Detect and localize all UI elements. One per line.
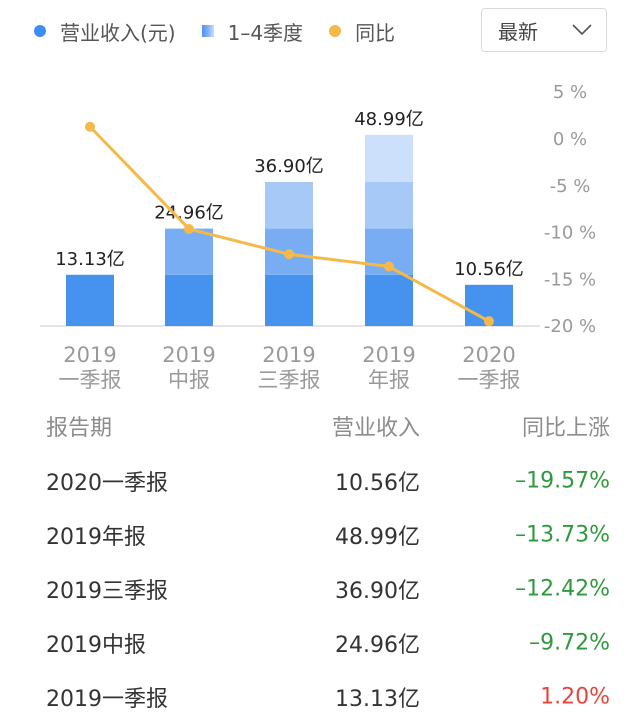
table-row[interactable]: 2019年报 48.99亿 –13.73% [0, 508, 640, 562]
header-period: 报告期 [46, 416, 113, 441]
chevron-down-icon [572, 24, 592, 36]
yoy-point [184, 223, 194, 234]
revenue-chart: 13.13亿 24.96亿 36.90亿 48.99亿 10.56亿 5 % 0 % -5 %… [40, 82, 596, 392]
bar-segment-4-1 [365, 274, 413, 326]
header-revenue: 营业收入 [331, 416, 420, 441]
table-row[interactable]: 2019三季报 36.90亿 –12.42% [0, 562, 640, 616]
yoy-point [85, 121, 95, 132]
row-period: 2020一季报 [46, 471, 168, 496]
bar-value-label: 48.99亿 [354, 109, 424, 130]
table-row[interactable]: 2020一季报 10.56亿 –19.57% [0, 454, 640, 508]
row-period: 2019中报 [46, 633, 146, 658]
row-yoy: –13.73% [515, 522, 610, 548]
right-axis-tick: -15 % [544, 269, 596, 290]
right-axis-tick: -5 % [550, 176, 591, 197]
right-axis-tick: -10 % [544, 223, 596, 244]
row-period: 2019年报 [46, 525, 146, 550]
table-row[interactable]: 2019一季报 13.13亿 1.20% [0, 670, 640, 724]
x-axis-label: 2019 [162, 343, 215, 367]
bar-segment-2-2 [165, 228, 213, 275]
legend-quarters-swatch [201, 25, 214, 37]
bar-segment-1-1 [66, 274, 114, 326]
chart-legend: 营业收入(元) 1–4季度 同比 [34, 16, 421, 46]
row-revenue: 10.56亿 [335, 471, 420, 496]
bar-segment-4-4 [365, 134, 413, 182]
bar-segment-2-1 [165, 274, 213, 326]
x-axis-label: 中报 [168, 368, 210, 392]
bar-segment-3-1 [265, 274, 313, 326]
x-axis-label: 2019 [63, 343, 116, 367]
row-yoy: –19.57% [515, 468, 610, 494]
right-axis-tick: -20 % [544, 316, 596, 337]
legend-revenue-label: 营业收入(元) [60, 20, 176, 45]
row-revenue: 24.96亿 [335, 633, 420, 658]
legend-yoy-label: 同比 [355, 20, 396, 45]
bar-segment-4-3 [365, 182, 413, 229]
x-axis-label: 年报 [368, 368, 410, 392]
legend-item-revenue[interactable]: 营业收入(元) [34, 17, 176, 46]
legend-revenue-dot [34, 25, 46, 37]
row-revenue: 36.90亿 [335, 579, 420, 604]
x-axis-label: 一季报 [458, 368, 521, 392]
legend-item-quarters[interactable]: 1–4季度 [201, 17, 304, 46]
bar-value-label: 13.13亿 [55, 249, 125, 270]
yoy-point [384, 261, 394, 272]
row-period: 2019三季报 [46, 579, 168, 604]
period-select-value: 最新 [498, 19, 538, 44]
x-axis-label: 2019 [262, 343, 315, 367]
table-header: 报告期 营业收入 同比上涨 [0, 398, 640, 454]
x-axis-label: 一季报 [59, 368, 122, 392]
right-axis-tick: 0 % [553, 129, 587, 150]
x-axis-label: 三季报 [258, 368, 321, 392]
yoy-point [284, 249, 294, 260]
legend-item-yoy[interactable]: 同比 [329, 17, 395, 46]
legend-yoy-dot [329, 25, 342, 37]
legend-quarters-label: 1–4季度 [227, 20, 304, 45]
bar-value-label: 24.96亿 [154, 203, 224, 224]
revenue-table: 报告期 营业收入 同比上涨 2020一季报 10.56亿 –19.57% 2019年报… [0, 398, 640, 724]
row-revenue: 13.13亿 [335, 687, 420, 712]
x-axis-label: 2019 [362, 343, 415, 367]
row-period: 2019一季报 [46, 687, 168, 712]
row-yoy: –9.72% [529, 630, 610, 656]
period-select[interactable]: 最新 [481, 8, 607, 52]
yoy-point [484, 316, 494, 327]
bar-segment-3-3 [265, 182, 313, 229]
header-yoy: 同比上涨 [521, 416, 610, 441]
bar-value-label: 10.56亿 [454, 259, 524, 280]
x-axis-label: 2020 [462, 343, 515, 367]
row-yoy: 1.20% [540, 684, 610, 710]
table-row[interactable]: 2019中报 24.96亿 –9.72% [0, 616, 640, 670]
right-axis-tick: 5 % [553, 82, 587, 103]
row-yoy: –12.42% [515, 576, 610, 602]
row-revenue: 48.99亿 [335, 525, 420, 550]
bar-value-label: 36.90亿 [254, 156, 324, 177]
